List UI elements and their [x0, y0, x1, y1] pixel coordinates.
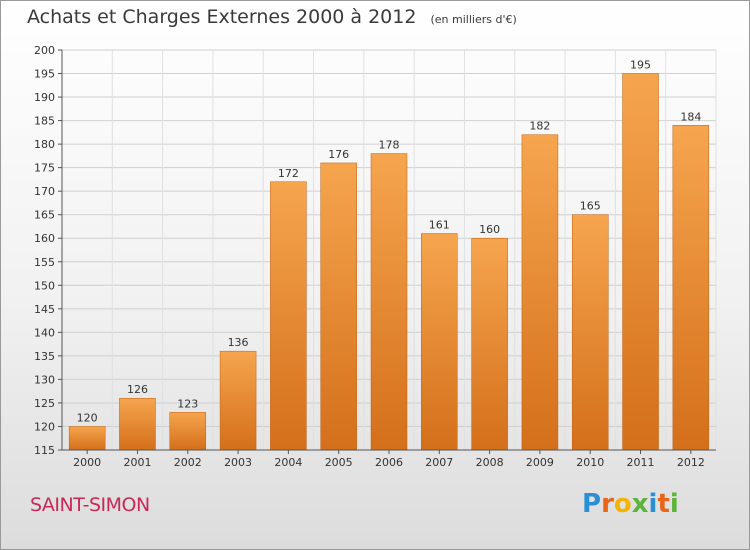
proxiti-logo: Proxiti — [582, 489, 679, 519]
y-tick-label: 170 — [34, 185, 55, 198]
y-tick-label: 120 — [34, 420, 55, 433]
bar-2005 — [320, 162, 357, 451]
y-tick-label: 125 — [34, 397, 55, 410]
x-tick-label-2002: 2002 — [174, 456, 202, 469]
y-tick-label: 155 — [34, 256, 55, 269]
bar-2002 — [169, 412, 207, 451]
place-name: SAINT-SIMON — [30, 494, 150, 516]
data-label-2009: 182 — [529, 120, 550, 133]
y-tick-label: 185 — [34, 115, 55, 128]
data-label-2002: 123 — [177, 397, 198, 410]
y-tick-label: 115 — [34, 444, 55, 457]
bar-2009 — [521, 134, 559, 451]
x-tick-label-2001: 2001 — [123, 456, 151, 469]
x-tick-label-2012: 2012 — [677, 456, 705, 469]
x-tick-label-2008: 2008 — [476, 456, 504, 469]
y-tick-label: 180 — [34, 138, 55, 151]
data-label-2012: 184 — [680, 110, 701, 123]
logo-letter: i — [669, 489, 679, 519]
y-tick-label: 165 — [34, 209, 55, 222]
y-tick-label: 190 — [34, 91, 55, 104]
chart-title-text: Achats et Charges Externes 2000 à 2012 — [27, 6, 417, 28]
bar-2012 — [672, 125, 710, 451]
bar-2001 — [119, 397, 156, 451]
data-label-2004: 172 — [278, 167, 299, 180]
data-label-2006: 178 — [379, 139, 400, 152]
logo-letter: x — [631, 489, 649, 519]
y-tick-label: 200 — [34, 44, 55, 57]
x-tick-label-2007: 2007 — [425, 456, 453, 469]
x-tick-label-2004: 2004 — [274, 456, 302, 469]
data-label-2000: 120 — [77, 411, 98, 424]
logo-letter: i — [648, 489, 658, 519]
bar-2011 — [622, 73, 659, 451]
logo-letter: P — [582, 489, 602, 519]
bar-2010 — [571, 214, 609, 451]
logo-letter: o — [613, 489, 632, 519]
bar-2003 — [219, 350, 257, 451]
x-tick-label-2003: 2003 — [224, 456, 252, 469]
data-label-2001: 126 — [127, 383, 148, 396]
y-tick-label: 160 — [34, 232, 55, 245]
bar-2000 — [68, 426, 106, 451]
data-label-2011: 195 — [630, 59, 651, 72]
axes: 115 120 125 130 135 140 145 150 155 160 165 170 175 1… — [34, 44, 716, 469]
bar-2008 — [471, 237, 508, 451]
data-label-2005: 176 — [328, 148, 349, 161]
data-label-2003: 136 — [228, 336, 249, 349]
y-tick-label: 150 — [34, 279, 55, 292]
data-label-2010: 165 — [580, 200, 601, 213]
y-tick-label: 135 — [34, 350, 55, 363]
bars — [68, 73, 710, 451]
x-tick-label-2009: 2009 — [526, 456, 554, 469]
logo-letter: t — [657, 489, 670, 519]
data-labels: 120 126 123 136 172 176 178 161 160 182 165 195 184 — [77, 59, 702, 425]
data-label-2007: 161 — [429, 219, 450, 232]
chart-unit: (en milliers d'€) — [430, 13, 517, 26]
x-tick-label-2005: 2005 — [325, 456, 353, 469]
chart-title: Achats et Charges Externes 2000 à 2012 (… — [27, 6, 517, 28]
y-tick-label: 140 — [34, 326, 55, 339]
x-tick-label-2000: 2000 — [73, 456, 101, 469]
data-label-2008: 160 — [479, 223, 500, 236]
x-tick-label-2006: 2006 — [375, 456, 403, 469]
bar-2007 — [421, 233, 458, 451]
logo-letter: r — [601, 489, 614, 519]
y-tick-label: 145 — [34, 303, 55, 316]
y-tick-label: 130 — [34, 373, 55, 386]
bar-2004 — [270, 181, 307, 451]
x-tick-label-2010: 2010 — [576, 456, 604, 469]
x-tick-label-2011: 2011 — [627, 456, 655, 469]
bar-2006 — [370, 153, 408, 451]
y-tick-label: 195 — [34, 68, 55, 81]
y-tick-label: 175 — [34, 162, 55, 175]
